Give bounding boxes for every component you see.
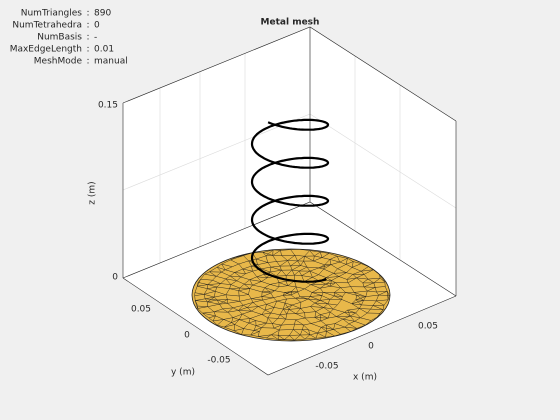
- y-axis-label: y (m): [171, 368, 195, 378]
- mesh-info: NumTriangles:890NumTetrahedra:0NumBasis:…: [10, 9, 128, 67]
- info-value: 890: [94, 9, 111, 19]
- x-tick-label: 0: [368, 342, 374, 352]
- y-tick-label: 0: [184, 331, 190, 341]
- z-tick-label: 0.15: [98, 101, 118, 111]
- y-tick-label: -0.05: [207, 356, 230, 366]
- x-axis-label: x (m): [353, 373, 377, 383]
- info-name: MaxEdgeLength: [10, 45, 82, 55]
- info-name: NumTriangles: [21, 9, 83, 19]
- info-sep: :: [86, 9, 89, 19]
- axes-box: [122, 26, 457, 376]
- info-sep: :: [86, 21, 89, 31]
- info-sep: :: [86, 45, 89, 55]
- mesh-edges: [194, 249, 390, 341]
- y-tick-label: 0.05: [131, 305, 151, 315]
- z-tick-label: 0: [112, 273, 118, 283]
- x-tick-label: -0.05: [315, 362, 338, 372]
- metal-mesh: [191, 118, 391, 342]
- info-value: 0: [94, 21, 100, 31]
- info-sep: :: [86, 33, 89, 43]
- plot-title: Metal mesh: [261, 18, 320, 28]
- info-value: -: [94, 33, 97, 43]
- z-axis-label: z (m): [88, 181, 98, 204]
- info-name: NumBasis: [37, 33, 82, 43]
- info-value: 0.01: [94, 45, 114, 55]
- info-value: manual: [94, 57, 128, 67]
- x-tick-label: 0.05: [418, 322, 438, 332]
- info-name: NumTetrahedra: [12, 21, 82, 31]
- info-name: MeshMode: [34, 57, 83, 67]
- helix: [250, 118, 330, 283]
- info-sep: :: [86, 57, 89, 67]
